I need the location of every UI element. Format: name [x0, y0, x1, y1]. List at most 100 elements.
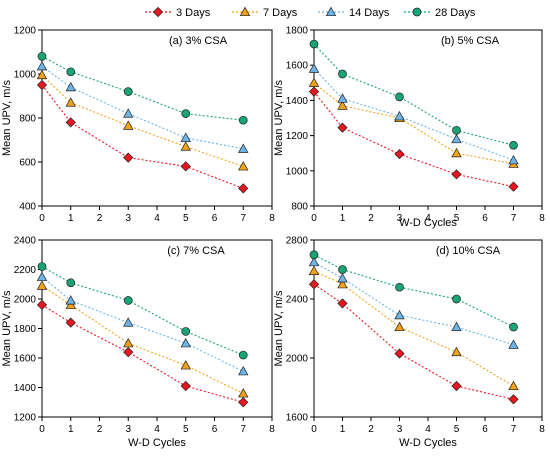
data-point — [123, 337, 134, 348]
data-point — [338, 69, 347, 79]
data-point — [394, 321, 405, 332]
data-point — [508, 394, 519, 405]
x-tick-label: 0 — [39, 424, 45, 435]
data-point — [37, 52, 47, 61]
data-point — [238, 115, 248, 125]
data-point — [308, 86, 320, 97]
x-tick-label: 8 — [269, 424, 275, 435]
data-point — [451, 321, 462, 332]
y-tick-label: 1400 — [14, 383, 37, 394]
x-tick-label: 8 — [539, 213, 545, 224]
data-point — [123, 152, 134, 163]
data-point — [181, 327, 191, 336]
data-point — [509, 322, 518, 332]
series-line — [41, 304, 244, 403]
y-tick-label: 800 — [291, 202, 308, 213]
y-tick-label: 2000 — [286, 354, 309, 365]
data-point — [337, 93, 348, 103]
data-point — [238, 183, 249, 194]
x-tick-label: 3 — [125, 213, 131, 224]
legend: 3 Days 7 Days 14 Days 28 Days — [145, 6, 476, 19]
data-point — [65, 117, 76, 128]
data-point — [508, 380, 519, 391]
data-point — [308, 63, 320, 73]
data-point — [451, 133, 462, 144]
x-tick-label: 2 — [368, 213, 374, 224]
x-tick-label: 4 — [154, 424, 160, 435]
y-tick-label: 2400 — [14, 236, 37, 247]
data-point — [36, 69, 48, 80]
y-axis-label: Mean UPV, m/s — [273, 290, 285, 367]
x-tick-label: 7 — [240, 424, 246, 435]
data-point — [180, 380, 191, 392]
series-line — [41, 65, 244, 150]
data-point — [508, 339, 519, 349]
data-point — [180, 161, 191, 172]
data-point — [394, 348, 405, 359]
x-tick-label: 6 — [212, 424, 218, 435]
y-tick-label: 400 — [19, 202, 36, 213]
x-tick-label: 7 — [240, 213, 246, 224]
x-axis-label: W-D Cycles — [399, 437, 457, 449]
data-point — [123, 296, 133, 305]
data-point — [123, 108, 134, 118]
data-point — [395, 282, 404, 292]
chart-panel: 0 1 2 3 4 5 6 7 8 400 600 800 1000 1200 Mean UPV, m/s (… — [1, 26, 275, 225]
data-point — [395, 92, 404, 102]
data-point — [238, 143, 249, 153]
y-axis-label: Mean UPV, m/s — [273, 79, 285, 156]
data-point — [337, 298, 348, 309]
data-point — [180, 141, 191, 151]
y-tick-label: 1800 — [14, 324, 37, 335]
chart-panel: 0 1 2 3 4 5 6 7 8 1200 1400 1600 1800 2000 2200 2400 W-D… — [1, 236, 275, 450]
legend-marker — [412, 7, 422, 17]
data-point — [394, 148, 405, 160]
data-point — [123, 317, 134, 327]
data-point — [238, 388, 249, 398]
data-point — [123, 87, 133, 96]
data-point — [180, 337, 191, 348]
data-point — [36, 79, 48, 91]
plot-frame — [41, 29, 273, 207]
x-tick-label: 8 — [269, 213, 275, 224]
data-point — [337, 273, 348, 283]
series-line — [313, 270, 514, 387]
data-point — [238, 161, 249, 171]
y-tick-label: 2000 — [14, 295, 37, 306]
y-tick-label: 600 — [19, 158, 36, 169]
data-point — [308, 256, 320, 267]
y-tick-label: 800 — [19, 114, 36, 125]
x-tick-label: 1 — [340, 424, 346, 435]
data-point — [180, 360, 191, 370]
data-point — [508, 181, 519, 192]
x-tick-label: 5 — [454, 213, 460, 224]
y-tick-label: 1600 — [14, 354, 37, 365]
x-tick-label: 4 — [425, 213, 431, 224]
x-tick-label: 3 — [397, 213, 403, 224]
data-point — [509, 140, 518, 150]
x-tick-label: 3 — [397, 424, 403, 435]
data-point — [37, 262, 47, 271]
y-tick-label: 1600 — [286, 413, 309, 424]
data-point — [66, 67, 76, 77]
x-tick-label: 4 — [154, 213, 160, 224]
data-point — [65, 97, 76, 107]
data-point — [180, 132, 191, 142]
x-tick-label: 7 — [511, 424, 517, 435]
data-point — [308, 279, 320, 290]
legend-marker — [325, 6, 337, 17]
x-tick-label: 5 — [183, 213, 189, 224]
y-tick-label: 1600 — [286, 61, 309, 72]
x-tick-label: 4 — [425, 424, 431, 435]
data-point — [452, 294, 461, 304]
y-tick-label: 2400 — [286, 295, 309, 306]
data-point — [508, 154, 519, 165]
x-tick-label: 3 — [125, 424, 131, 435]
data-point — [451, 169, 462, 180]
data-point — [309, 250, 319, 260]
x-tick-label: 2 — [97, 213, 103, 224]
plot-frame — [313, 239, 543, 418]
legend-marker — [152, 6, 164, 18]
data-point — [308, 265, 320, 276]
